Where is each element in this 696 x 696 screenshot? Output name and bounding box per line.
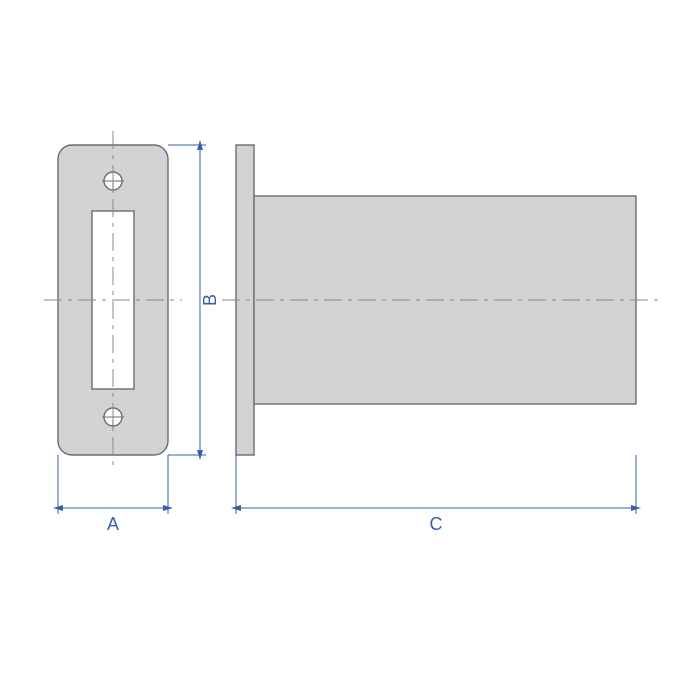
technical-drawing: A B C xyxy=(0,0,696,696)
dim-label-A: A xyxy=(107,514,119,534)
dim-label-C: C xyxy=(430,514,443,534)
dim-label-B: B xyxy=(200,294,220,306)
